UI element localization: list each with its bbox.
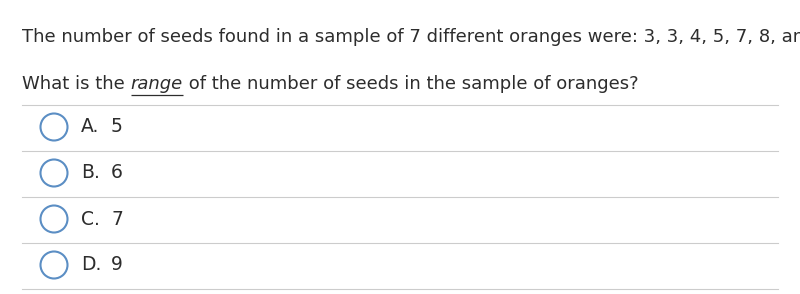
Text: 9: 9 <box>111 255 123 275</box>
Text: 5: 5 <box>111 118 123 136</box>
Text: C.: C. <box>81 210 100 228</box>
Text: The number of seeds found in a sample of 7 different oranges were: 3, 3, 4, 5, 7: The number of seeds found in a sample of… <box>22 28 800 46</box>
Text: of the number of seeds in the sample of oranges?: of the number of seeds in the sample of … <box>182 75 638 93</box>
Text: What is the: What is the <box>22 75 130 93</box>
Text: A.: A. <box>81 118 99 136</box>
Text: 6: 6 <box>111 163 123 183</box>
Text: 7: 7 <box>111 210 123 228</box>
Text: B.: B. <box>81 163 100 183</box>
Text: D.: D. <box>81 255 102 275</box>
Text: range: range <box>130 75 182 93</box>
